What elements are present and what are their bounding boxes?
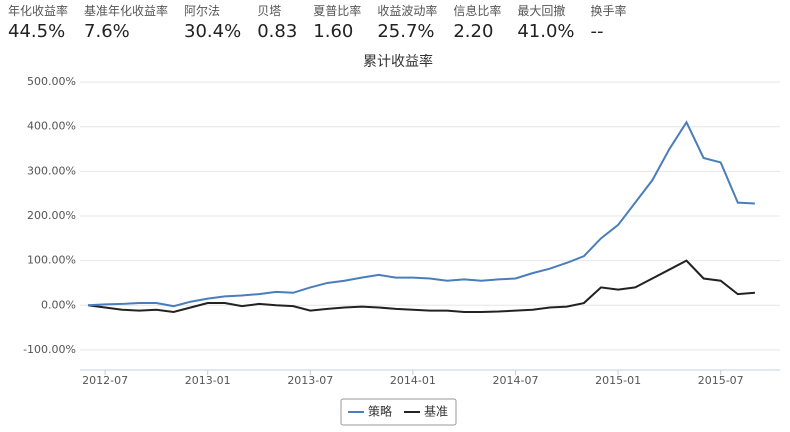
y-tick-label: 500.00%	[27, 75, 76, 88]
stat: 信息比率 2.20	[453, 2, 501, 42]
stat: 阿尔法 30.4%	[184, 2, 241, 42]
series-line	[87, 259, 755, 313]
stat-value: 41.0%	[517, 21, 575, 42]
stat-label: 信息比率	[453, 4, 502, 18]
stat-value: 25.7%	[377, 21, 435, 42]
stat-value: 0.83	[257, 21, 298, 42]
stat: 夏普比率 1.60	[313, 2, 361, 42]
stat-value: --	[590, 21, 604, 42]
legend-label: 策略	[368, 404, 392, 419]
chart-title: 累计收益率	[363, 53, 433, 70]
stat: 换手率 --	[591, 2, 627, 42]
x-tick-label: 2013-01	[185, 374, 231, 387]
stat: 贝塔 0.83	[257, 2, 297, 42]
x-tick-label: 2014-07	[493, 374, 539, 387]
x-tick-label: 2012-07	[82, 374, 128, 387]
stat-label: 基准年化收益率	[84, 4, 169, 18]
stat: 收益波动率 25.7%	[377, 2, 437, 42]
stat-label: 夏普比率	[313, 4, 362, 18]
x-tick-label: 2015-01	[595, 374, 641, 387]
y-tick-label: 300.00%	[27, 164, 76, 177]
x-tick-label: 2015-07	[698, 374, 744, 387]
x-tick-label: 2013-07	[287, 374, 333, 387]
y-tick-label: -100.00%	[23, 343, 76, 356]
stat-value: 30.4%	[184, 21, 242, 42]
stat-label: 阿尔法	[184, 4, 221, 18]
stat-value: 44.5%	[8, 21, 66, 42]
y-tick-label: 100.00%	[27, 254, 76, 267]
stat: 基准年化收益率 7.6%	[84, 2, 168, 42]
legend-label: 基准	[424, 405, 448, 419]
stat-label: 最大回撤	[517, 4, 566, 18]
y-tick-label: 0.00%	[41, 298, 76, 311]
stat: 最大回撤 41.0%	[517, 2, 574, 42]
series-line	[87, 120, 755, 308]
x-tick-label: 2014-01	[390, 374, 436, 387]
y-tick-label: 200.00%	[27, 209, 76, 222]
legend: 策略 基准	[340, 398, 457, 426]
stat-label: 换手率	[590, 4, 627, 18]
stat-value: 1.60	[313, 21, 354, 42]
legend-box	[340, 398, 457, 426]
stat: 年化收益率 44.5%	[8, 2, 68, 42]
y-tick-label: 400.00%	[27, 120, 76, 133]
stat-label: 贝塔	[257, 4, 282, 18]
stat-label: 年化收益率	[8, 4, 69, 18]
stat-value: 7.6%	[84, 21, 130, 42]
stat-label: 收益波动率	[377, 4, 438, 18]
stats-bar: 年化收益率 44.5% 基准年化收益率 7.6% 阿尔法 30.4% 贝塔 0.83 夏普比率 1…	[8, 2, 643, 42]
stat-value: 2.20	[453, 21, 494, 42]
